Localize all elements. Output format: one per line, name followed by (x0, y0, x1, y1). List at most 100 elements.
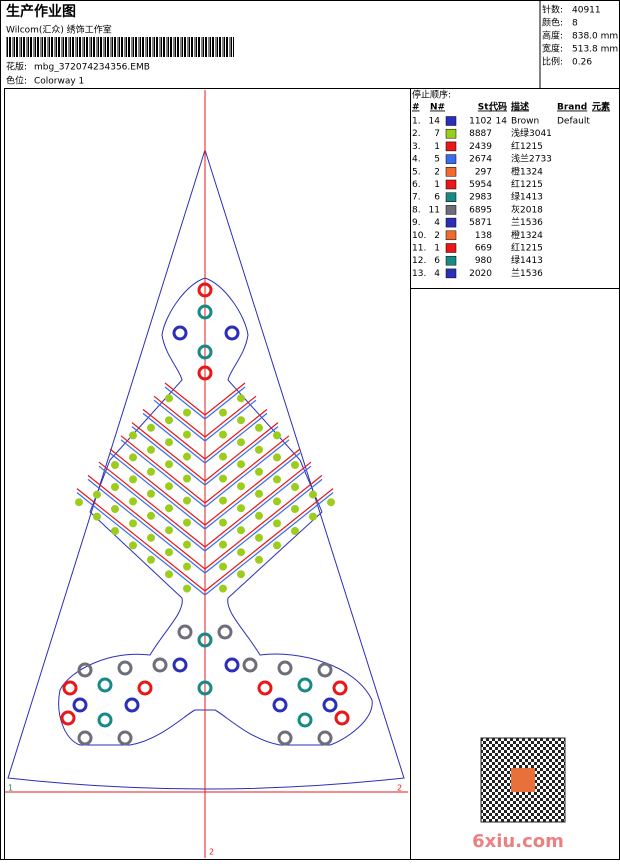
motif (255, 555, 263, 564)
qr-logo (511, 768, 535, 792)
motif (273, 541, 281, 550)
stat-value: 838.0 mm (572, 32, 618, 42)
row-code: 14 (496, 117, 508, 127)
motif (93, 490, 101, 499)
row-index: 3. (412, 142, 421, 152)
watermark: 6xiu.com (472, 831, 564, 852)
row-st: 5954 (469, 180, 492, 190)
motif (147, 511, 155, 520)
motif (219, 562, 227, 571)
stitch-line (204, 382, 246, 416)
motif (237, 438, 245, 447)
stitch-line (109, 448, 206, 526)
row-index: 6. (412, 180, 421, 190)
motif (172, 325, 188, 341)
row-brand: Default (557, 117, 590, 127)
subtitle: Wilcom(汇众) 绣饰工作室 (6, 24, 112, 36)
stitch-line (164, 386, 206, 420)
row-desc: 兰1536 (511, 216, 543, 228)
row-st: 138 (475, 231, 492, 241)
color-swatch (445, 205, 457, 215)
stitch-line (76, 488, 206, 592)
motif (111, 505, 119, 513)
motif (219, 518, 227, 527)
motif (75, 498, 83, 507)
motif (165, 416, 173, 425)
stitch-line (204, 488, 334, 592)
motif (255, 533, 263, 542)
motif (183, 584, 191, 593)
row-desc: 橙1324 (511, 165, 543, 177)
color-swatch (445, 141, 457, 152)
motif (309, 512, 317, 521)
row-desc: 浅绿3041 (511, 127, 552, 139)
row-st: 297 (475, 167, 492, 177)
motif (309, 490, 317, 499)
row-index: 11. (412, 244, 426, 254)
column-header: St. (478, 103, 492, 113)
row-index: 4. (412, 155, 421, 165)
motif (237, 570, 245, 579)
stitch-line (204, 399, 257, 442)
stitch-line (76, 492, 206, 596)
motif (327, 498, 335, 507)
motif (277, 730, 293, 746)
stat-value: 8 (572, 19, 578, 29)
color-swatch (445, 217, 457, 228)
motif (291, 527, 299, 535)
motif (255, 445, 263, 454)
motif (219, 474, 227, 483)
design-label: 花版: (6, 61, 27, 73)
motif (224, 657, 240, 673)
motif (237, 482, 245, 491)
row-index: 2. (412, 129, 421, 139)
motif (255, 489, 263, 498)
motif (219, 496, 227, 505)
embroidery-drawing (5, 90, 408, 858)
motif (297, 677, 313, 693)
stat-value: 0.26 (572, 58, 592, 68)
motif (165, 460, 173, 469)
row-index: 13. (412, 269, 426, 279)
row-st: 5871 (469, 218, 492, 228)
row-index: 1. (412, 117, 421, 127)
stitch-line (98, 465, 206, 552)
color-swatch (445, 255, 457, 266)
stitch-line (204, 395, 257, 438)
row-index: 10. (412, 231, 426, 241)
column-header: N# (430, 103, 445, 113)
motif (117, 660, 133, 676)
motif (237, 460, 245, 469)
motif (147, 445, 155, 454)
row-st: 6895 (469, 205, 492, 215)
motif (93, 512, 101, 521)
motif (273, 475, 281, 484)
stitch-line (87, 478, 206, 574)
stitch-line (204, 461, 312, 548)
motif (277, 660, 293, 676)
motif (219, 430, 227, 439)
row-n: 1 (434, 244, 440, 254)
stitch-line (131, 422, 206, 482)
motif (183, 430, 191, 439)
motif (97, 712, 113, 728)
color-swatch (445, 167, 457, 177)
row-st: 2983 (469, 193, 492, 203)
row-n: 2 (434, 167, 440, 177)
stitch-line (142, 412, 206, 464)
motif (219, 584, 227, 593)
stitch-line (164, 382, 206, 416)
motif (219, 408, 227, 417)
motif (197, 680, 213, 696)
motif (272, 697, 288, 713)
motif (273, 497, 281, 506)
stat-label: 宽度: (542, 43, 563, 55)
axis-label: 2 (397, 784, 402, 793)
row-desc: 灰2018 (511, 203, 543, 215)
motif (165, 394, 173, 403)
row-desc: 红1215 (511, 178, 543, 190)
row-index: 7. (412, 193, 421, 203)
motif (183, 474, 191, 483)
motif (197, 304, 213, 320)
motif (147, 467, 155, 476)
